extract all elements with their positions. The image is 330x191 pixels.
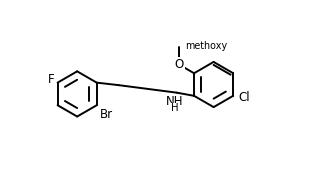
Text: F: F	[48, 73, 55, 86]
Text: Cl: Cl	[239, 91, 250, 104]
Text: H: H	[171, 103, 178, 113]
Text: Br: Br	[100, 108, 113, 121]
Text: methoxy: methoxy	[185, 41, 227, 51]
Text: NH: NH	[166, 95, 183, 108]
Text: O: O	[175, 58, 184, 71]
